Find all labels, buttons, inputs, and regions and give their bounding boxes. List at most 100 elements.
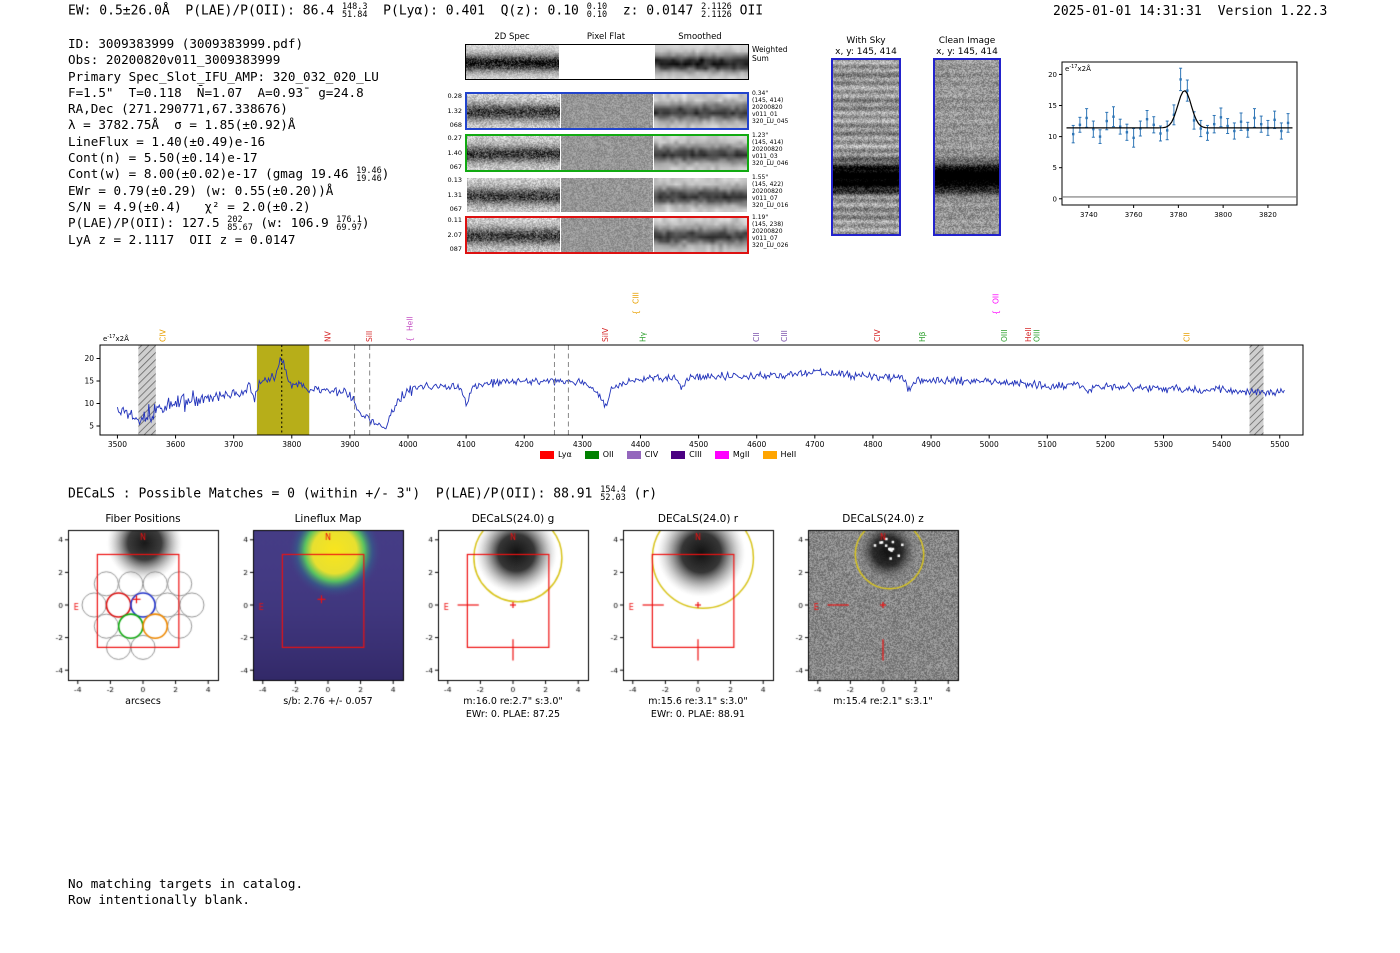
text-segment: z: 0.0147 [607, 3, 702, 19]
svg-text:SiII: SiII [365, 331, 374, 342]
spec2d-row-strips [465, 216, 749, 254]
stacked-fraction: 202 85.67 [227, 214, 253, 233]
svg-text:HeII: HeII [1024, 327, 1033, 342]
info-line: Primary Spec_Slot_IFU_AMP: 320_032_020_L… [68, 69, 389, 85]
cutout-caption: m:16.0 re:2.7" s:3.0" [463, 696, 563, 707]
right-label-line: v011_07 [752, 194, 778, 202]
main-axes: 3500 3600 3700 3800 3900 4000 4100 4200 4300 4400… [84, 354, 1289, 449]
right-label-line: 0.34" [752, 90, 769, 97]
svg-text:CII: CII [752, 332, 761, 342]
right-label-line: v011_03 [752, 152, 778, 160]
svg-text:SiIV: SiIV [601, 327, 610, 342]
weighted-sum-label-line: Sum [752, 53, 769, 63]
spec2d-row-strips [465, 176, 749, 214]
info-line: Cont(w) = 8.00(±0.02)e-17 (gmag 19.46 19… [68, 166, 389, 183]
legend-swatch [714, 450, 729, 459]
clean-image-title-text: Clean Image [938, 36, 996, 46]
svg-text:CIV: CIV [873, 329, 882, 342]
cutout-image-r [595, 524, 780, 696]
text-segment: Primary Spec_Slot_IFU_AMP: 320_032_020_L… [68, 68, 379, 84]
svg-text:CIII: CIII [780, 330, 789, 342]
legend-label: Lyα [558, 450, 572, 459]
spec2d-row-strips [465, 134, 749, 172]
right-label-line: 320_LU_026 [752, 241, 789, 249]
info-line: Cont(n) = 5.50(±0.14)e-17 [68, 150, 389, 166]
weighted-sum-row [465, 44, 749, 80]
report-version: Version 1.22.3 [1217, 4, 1328, 19]
fraction-hi: 0.10 [586, 2, 608, 12]
left-label-line: 068 [449, 121, 462, 129]
cutout-image-z [780, 524, 965, 696]
decals-match-line: DECaLS : Possible Matches = 0 (within +/… [68, 486, 658, 503]
y-axis-units-label: e-17x2Å [103, 334, 129, 343]
svg-text:4500: 4500 [689, 440, 708, 449]
cutout-caption: s/b: 2.76 +/- 0.057 [283, 696, 373, 707]
legend-swatch [762, 450, 777, 459]
legend-swatch [584, 450, 599, 459]
svg-text:20: 20 [84, 354, 94, 363]
clean-image-panel [933, 58, 1001, 236]
svg-text:Hγ: Hγ [638, 331, 647, 342]
legend-item: MgII [714, 450, 750, 459]
fraction-lo: 51.84 [341, 10, 368, 20]
svg-text:3500: 3500 [108, 440, 127, 449]
spec2d-strip-smooth [654, 178, 748, 212]
legend-swatch [626, 450, 641, 459]
legend-item: CIII [671, 450, 702, 459]
fraction-hi: 202 [227, 214, 243, 225]
text-segment: Cont(n) = 5.50(±0.14)e-17 [68, 150, 258, 166]
spec2d-row-right-label: 1.55" (145, 422) 20200820 v011_07 320_LU_016 [752, 174, 792, 210]
right-label-line: (145, 238) [752, 220, 784, 228]
svg-text:4900: 4900 [922, 440, 941, 449]
legend-label: MgII [732, 450, 750, 459]
right-label-line: 320_LU_045 [752, 117, 789, 125]
text-segment: P(Lyα): 0.401 Q(z): 0.10 [367, 3, 587, 19]
text-segment: (w: 106.9 [252, 215, 337, 231]
text-segment: (r) [625, 486, 658, 502]
spec2d-col-header: 2D Spec [494, 32, 530, 42]
svg-text:20: 20 [1048, 71, 1057, 79]
fraction-lo: 52.03 [600, 493, 626, 503]
svg-text:5500: 5500 [1270, 440, 1289, 449]
y-axis-units-label: e-17x2Å [1065, 64, 1091, 73]
svg-text:3800: 3800 [1214, 211, 1232, 219]
right-label-line: 20200820 [752, 145, 783, 153]
cutout-caption: m:15.4 re:2.1" s:3.1" [833, 696, 933, 707]
spec2d-strip-smooth [654, 218, 748, 252]
spec2d-strip-flat [560, 136, 654, 170]
fraction-lo: 0.10 [586, 10, 608, 20]
spec2d-row-strips [465, 92, 749, 130]
svg-text:HeII: HeII [405, 316, 414, 331]
cutout-xlabel: arcsecs [125, 696, 161, 707]
spec2d-strip-smooth [654, 136, 748, 170]
with-sky-subtitle: x, y: 145, 414 [835, 46, 897, 57]
left-label-line: 0.11 [447, 216, 462, 224]
info-line: ID: 3009383999 (3009383999.pdf) [68, 36, 389, 52]
clean-image-title: Clean Image x, y: 145, 414 [921, 36, 1013, 57]
spec2d-panel: 2D Spec Pixel Flat Smoothed Weighted Sum 0.28… [440, 30, 792, 262]
with-sky-title: With Sky x, y: 145, 414 [821, 36, 911, 57]
left-label-line: 067 [449, 205, 462, 213]
inset-plot-frame [1061, 61, 1298, 206]
info-line: λ = 3782.75Å σ = 1.85(±0.92)Å [68, 117, 389, 133]
stacked-fraction: 176.1 69.97 [336, 216, 362, 233]
spec2d-strip-spec [467, 136, 560, 170]
svg-text:5300: 5300 [1154, 440, 1173, 449]
svg-text:NV: NV [323, 330, 332, 342]
svg-text:4000: 4000 [398, 440, 417, 449]
with-sky-image-panel [831, 58, 901, 236]
cutout-title-z: DECaLS(24.0) z [842, 513, 924, 525]
stacked-fraction: 148.3 51.84 [341, 3, 368, 20]
info-line: EWr = 0.79(±0.29) (w: 0.55(±0.20))Å [68, 183, 389, 199]
spec2d-strip-flat [560, 218, 654, 252]
svg-text:3700: 3700 [224, 440, 243, 449]
svg-text:15: 15 [84, 377, 94, 386]
highlight-bands [138, 345, 1264, 435]
svg-text:OIII: OIII [1000, 329, 1009, 342]
left-label-line: 1.32 [447, 106, 462, 115]
right-label-line: v011_01 [752, 110, 778, 118]
spec2d-strip-spec [467, 178, 560, 212]
right-label-line: 1.23" [752, 132, 769, 139]
text-segment: S/N = 4.9(±0.4) χ² = 2.0(±0.2) [68, 199, 311, 215]
line-fit-inset-plot: 3740 3760 3780 3800 3820 0 5 10 15 20 e-17x2Å [1048, 61, 1298, 219]
